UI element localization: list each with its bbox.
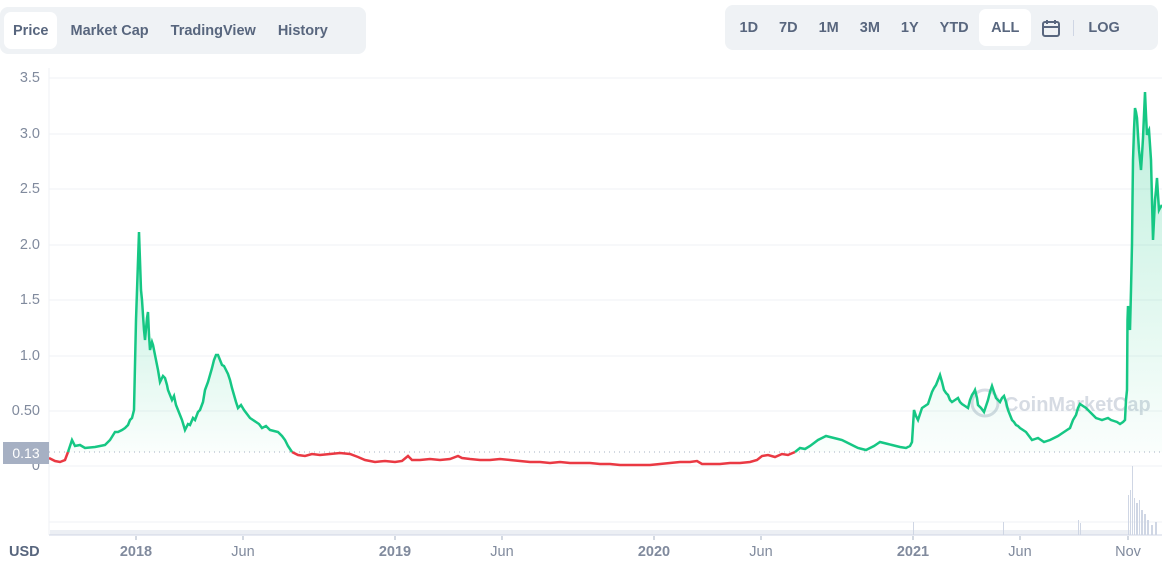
- tab-market-cap[interactable]: Market Cap: [70, 22, 149, 39]
- range-3m[interactable]: 3M: [859, 19, 880, 36]
- tab-tradingview[interactable]: TradingView: [170, 22, 256, 39]
- time-range-selector: 1D 7D 1M 3M 1Y YTD ALL LOG: [725, 5, 1158, 50]
- range-1m[interactable]: 1M: [818, 19, 839, 36]
- x-tick: Jun: [749, 544, 773, 560]
- volume-bars: [50, 466, 1157, 535]
- range-all[interactable]: ALL: [979, 9, 1032, 46]
- y-tick: 3.0: [19, 126, 40, 142]
- range-1y[interactable]: 1Y: [900, 19, 919, 36]
- y-tick: 2.0: [19, 237, 40, 253]
- range-ytd[interactable]: YTD: [939, 19, 969, 36]
- chart-type-tabs: Price Market Cap TradingView History: [0, 7, 366, 54]
- current-price-badge: 0.13: [3, 442, 49, 464]
- x-tick: Nov: [1115, 544, 1141, 560]
- x-tick: Jun: [1008, 544, 1032, 560]
- price-line-down: [48, 451, 70, 464]
- divider: [1073, 19, 1075, 36]
- calendar-icon: [1042, 19, 1061, 37]
- range-1d[interactable]: 1D: [739, 19, 759, 36]
- log-scale-toggle[interactable]: LOG: [1088, 19, 1120, 36]
- price-line-up: [66, 231, 294, 453]
- x-tick: 2020: [637, 544, 671, 560]
- x-tick: 2021: [896, 544, 930, 560]
- y-tick: 1.0: [19, 348, 40, 364]
- x-tick: 2018: [119, 544, 153, 560]
- currency-label: USD: [9, 544, 40, 560]
- y-tick: 0: [31, 458, 40, 474]
- tab-price[interactable]: Price: [4, 12, 58, 49]
- x-tick: Jun: [231, 544, 255, 560]
- watermark-text: CoinMarketCap: [1004, 394, 1151, 416]
- range-7d[interactable]: 7D: [779, 19, 798, 36]
- y-tick: 3.5: [19, 70, 40, 86]
- y-tick: 0.50: [11, 403, 40, 419]
- y-tick: 1.5: [19, 292, 40, 308]
- y-tick: 2.5: [19, 181, 40, 197]
- date-picker-button[interactable]: [1031, 9, 1071, 46]
- tab-history[interactable]: History: [277, 22, 328, 39]
- x-tick: 2019: [378, 544, 412, 560]
- x-tick: Jun: [490, 544, 514, 560]
